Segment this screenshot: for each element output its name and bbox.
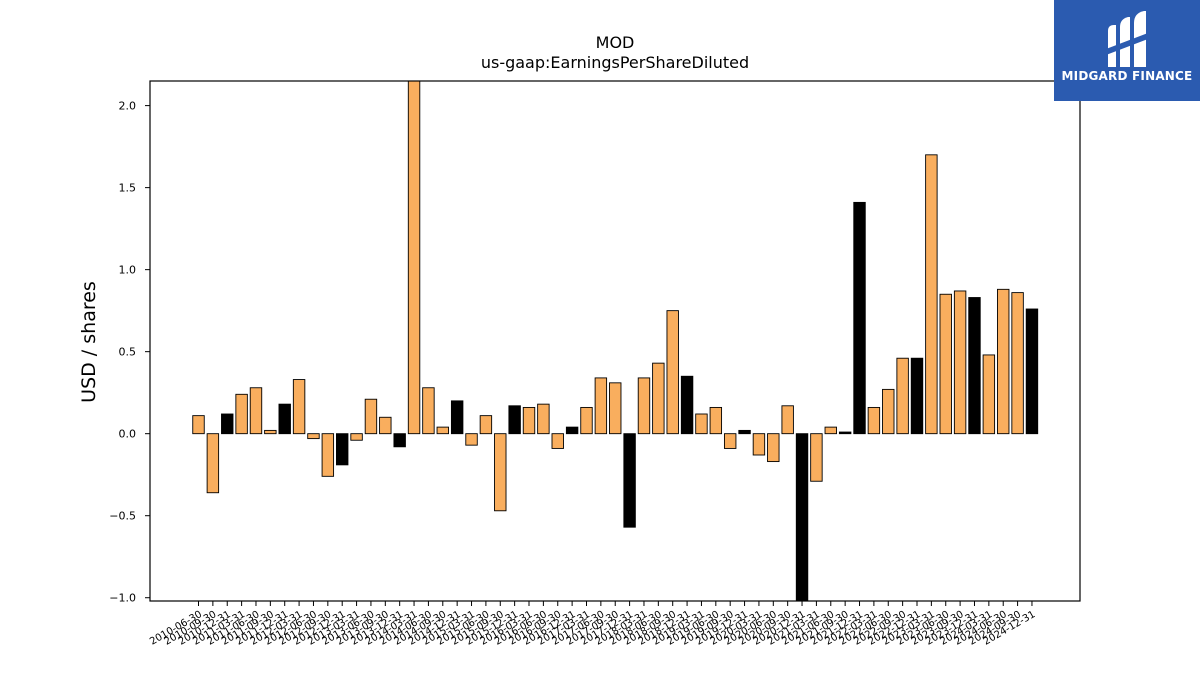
bar-2011-12-31: [278, 403, 291, 435]
y-tick-label: 0.5: [119, 346, 137, 359]
bar-2017-03-31: [580, 406, 593, 435]
bar-2020-12-31: [795, 433, 809, 602]
chart-subtitle: us-gaap:EarningsPerShareDiluted: [481, 53, 749, 72]
bar-2016-12-31: [565, 426, 579, 435]
bar-2016-09-30: [551, 433, 564, 449]
bar-2024-06-30: [997, 288, 1010, 435]
y-axis: −1.0 −0.5 0.0 0.5 1.0 1.5 2.0: [109, 100, 150, 605]
bar-2012-12-31: [336, 433, 349, 466]
bar-2020-09-30: [781, 405, 794, 435]
bar-2020-03-31: [752, 433, 766, 456]
bar-2014-09-30: [436, 426, 449, 435]
bar-2021-06-30: [824, 426, 837, 435]
chart-title: MOD: [596, 33, 635, 52]
bar-2022-03-31: [867, 406, 881, 435]
midgard-logo-icon: [1106, 11, 1148, 67]
bar-2017-06-30: [594, 377, 608, 435]
bar-2010-06-30: [192, 415, 205, 435]
bar-2015-09-30: [494, 433, 507, 512]
bar-2016-03-31: [522, 406, 536, 435]
bar-2021-09-30: [838, 431, 852, 435]
bar-2013-09-30: [379, 416, 392, 435]
bar-2021-12-31: [853, 201, 866, 435]
logo-text: MIDGARD FINANCE: [1061, 69, 1193, 83]
bar-2014-03-31: [407, 80, 421, 435]
bar-2022-12-31: [910, 357, 924, 435]
bar-2017-12-31: [623, 433, 636, 528]
bar-2019-09-30: [723, 433, 737, 449]
bar-2016-06-30: [537, 403, 550, 435]
bar-series: [192, 80, 1039, 602]
bar-2023-03-31: [925, 154, 938, 435]
y-tick-label: 0.0: [119, 428, 137, 441]
bar-2010-09-30: [206, 433, 220, 494]
bar-2013-06-30: [364, 398, 378, 435]
bar-2018-06-30: [652, 362, 665, 435]
bar-2023-12-31: [968, 297, 981, 435]
bar-2013-12-31: [393, 433, 406, 448]
brand-logo: MIDGARD FINANCE: [1054, 0, 1200, 101]
bar-2023-09-30: [953, 290, 967, 435]
bar-2020-06-30: [767, 433, 780, 463]
bar-2019-03-31: [695, 413, 708, 435]
bar-2010-12-31: [221, 413, 234, 435]
bar-2012-03-31: [292, 379, 306, 435]
bar-2011-09-30: [264, 429, 277, 435]
bar-2022-09-30: [896, 357, 909, 435]
y-tick-label: 1.5: [119, 182, 137, 195]
bar-2011-06-30: [249, 387, 263, 435]
bar-2024-09-30: [1011, 292, 1024, 435]
bar-2012-09-30: [321, 433, 335, 477]
bar-2021-03-31: [810, 433, 823, 482]
y-tick-label: −0.5: [109, 510, 136, 523]
bar-2017-09-30: [609, 382, 622, 435]
y-tick-label: −1.0: [109, 592, 136, 605]
bar-2024-03-31: [982, 354, 996, 435]
bar-2015-03-31: [465, 433, 478, 446]
bar-2014-06-30: [422, 387, 435, 435]
y-tick-label: 2.0: [119, 100, 137, 113]
bar-2018-03-31: [637, 377, 651, 435]
bar-2019-12-31: [738, 429, 751, 435]
bar-2023-06-30: [939, 293, 952, 435]
bar-2012-06-30: [307, 433, 320, 440]
x-axis: 2010-06-302010-09-302010-12-312011-03-31…: [148, 601, 1037, 648]
bar-2015-06-30: [479, 415, 493, 435]
bar-2015-12-31: [508, 405, 521, 435]
y-axis-label: USD / shares: [78, 281, 100, 403]
bar-2013-03-31: [350, 433, 363, 441]
bar-2019-06-30: [709, 406, 723, 435]
plot-frame: [149, 80, 1081, 602]
bar-2011-03-31: [235, 393, 248, 435]
bar-2014-12-31: [450, 400, 464, 435]
bar-2018-09-30: [666, 310, 679, 435]
bar-2022-06-30: [882, 388, 895, 435]
y-tick-label: 1.0: [119, 264, 137, 277]
bar-2018-12-31: [680, 375, 694, 435]
bar-2024-12-31: [1025, 308, 1039, 435]
